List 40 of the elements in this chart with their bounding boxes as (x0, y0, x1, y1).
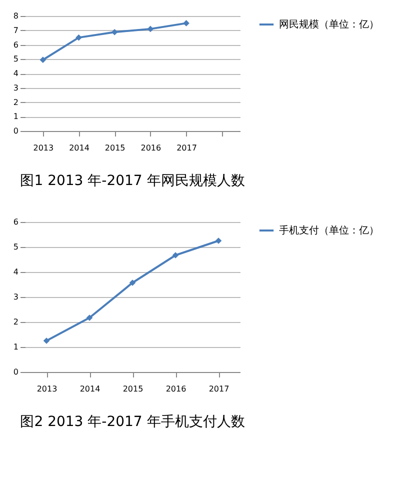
point (43, 338, 50, 344)
y-tick-label: 6 (13, 40, 18, 50)
x-tick-label: 2017 (176, 144, 197, 152)
y-tick-label: 4 (13, 268, 18, 276)
y-tick-label: 7 (13, 26, 18, 35)
x-tick-label: 2016 (140, 144, 162, 152)
point (147, 26, 154, 32)
point (40, 56, 46, 64)
y-tick-label: 3 (13, 83, 18, 92)
point (86, 314, 93, 321)
x-tick-label: 2014 (69, 144, 90, 152)
legend-label: 手机支付（单位：亿） (279, 224, 379, 236)
point (215, 238, 222, 244)
y-tick-label: 2 (13, 318, 18, 326)
point (129, 280, 136, 286)
y-tick-label: 4 (13, 69, 18, 78)
x-tick-label: 2014 (80, 384, 100, 394)
y-tick-label: 8 (13, 12, 18, 20)
x-tick-label: 2013 (33, 144, 54, 152)
point (111, 28, 118, 36)
point (76, 34, 82, 41)
point (183, 20, 190, 26)
x-tick-label: 2013 (36, 384, 58, 394)
legend-label: 网民规模（单位：亿） (279, 18, 379, 30)
y-tick-label: 5 (13, 242, 18, 252)
x-tick-label: 2015 (122, 384, 144, 394)
x-tick-label: 2016 (166, 384, 186, 394)
y-tick-label: 5 (13, 54, 18, 64)
y-tick-label: 0 (13, 368, 18, 376)
y-tick-label: 0 (13, 126, 18, 136)
x-tick-label: 2017 (208, 384, 230, 394)
y-tick-label: 2 (13, 98, 18, 107)
y-tick-label: 3 (13, 292, 18, 302)
text: 图1 2013 年-2017 年网民规模人数 (20, 173, 245, 189)
y-tick-label: 1 (13, 342, 18, 352)
x-tick-label: 2015 (104, 144, 126, 152)
y-tick-label: 1 (13, 112, 18, 122)
text: 图2 2013 年-2017 年手机支付人数 (20, 414, 245, 430)
y-tick-label: 6 (13, 218, 18, 226)
point (172, 252, 179, 258)
